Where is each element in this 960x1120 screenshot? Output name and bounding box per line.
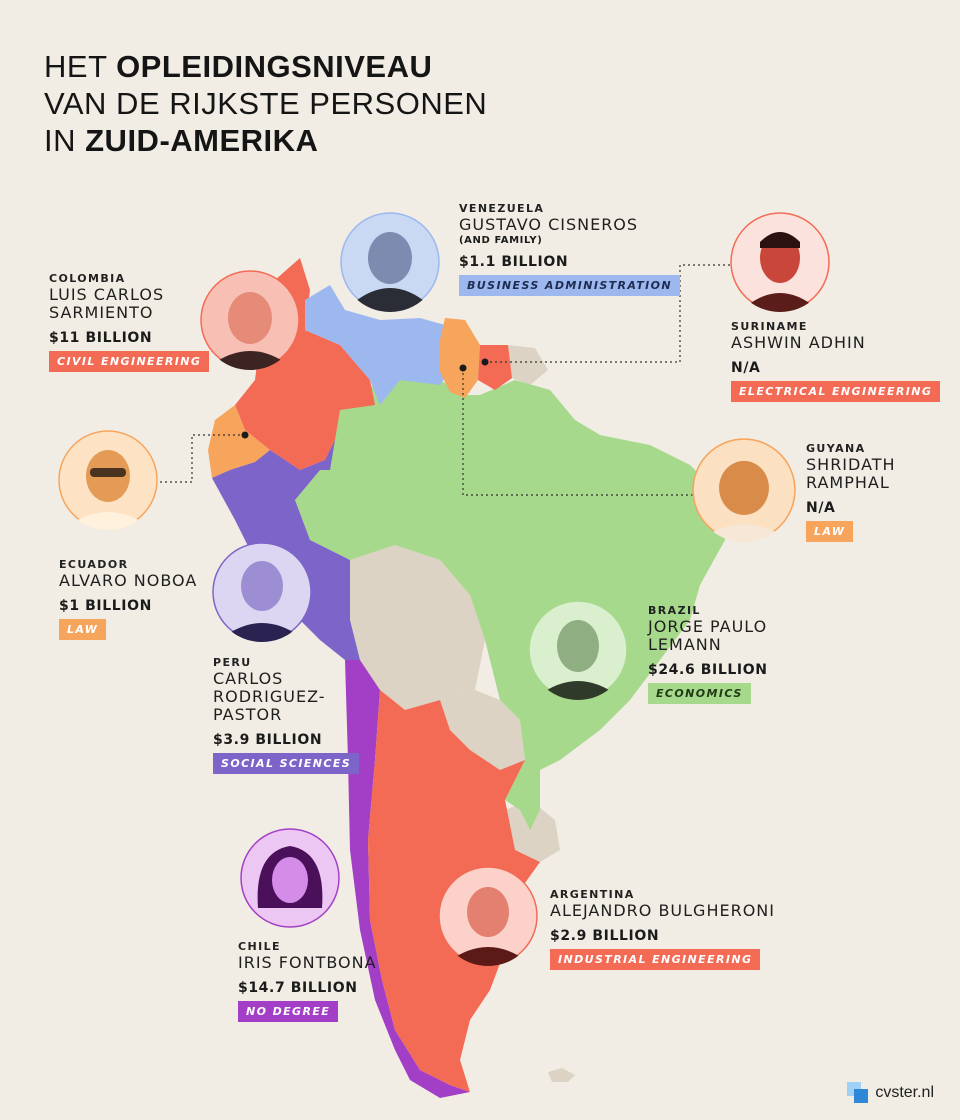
ecuador-leader-line — [160, 434, 245, 483]
country-suriname — [478, 345, 512, 390]
portrait-carlos-rodriguez-pastor — [212, 542, 312, 642]
person-wealth: N/A — [806, 500, 836, 516]
education-tag: ECONOMICS — [648, 683, 751, 704]
card-argentina: ARGENTINA ALEJANDRO BULGHERONI $2.9 BILL… — [550, 888, 775, 970]
brand-logo[interactable]: cvster.nl — [847, 1082, 934, 1104]
country-label: SURINAME — [731, 320, 808, 333]
country-label: GUYANA — [806, 442, 866, 455]
cvster-logo-icon — [847, 1082, 869, 1103]
person-name: IRIS FONTBONA — [238, 953, 377, 972]
education-tag: LAW — [806, 521, 854, 542]
portrait-luis-carlos-sarmiento — [200, 270, 300, 370]
person-name: SHRIDATH RAMPHAL — [806, 455, 896, 492]
country-label: CHILE — [238, 940, 281, 953]
logo-text: cvster.nl — [875, 1084, 934, 1101]
country-paraguay — [440, 690, 525, 770]
portrait-iris-fontbona — [240, 828, 340, 928]
portrait-jorge-paulo-lemann — [528, 600, 628, 700]
card-guyana: GUYANA SHRIDATH RAMPHAL N/A LAW — [806, 442, 896, 542]
education-tag: LAW — [59, 619, 107, 640]
guyana-leader-dot — [459, 364, 467, 372]
suriname-leader-line — [485, 264, 730, 363]
country-bolivia — [350, 545, 485, 710]
page-title: HET OPLEIDINGSNIVEAU VAN DE RIJKSTE PERS… — [44, 49, 488, 158]
card-ecuador: ECUADOR ALVARO NOBOA $1 BILLION LAW — [59, 558, 197, 640]
guyana-leader-line — [462, 368, 695, 496]
person-wealth: $2.9 BILLION — [550, 928, 660, 944]
country-label: ECUADOR — [59, 558, 129, 571]
card-venezuela: VENEZUELA GUSTAVO CISNEROS (AND FAMILY) … — [459, 202, 681, 296]
portrait-shridath-ramphal — [692, 438, 796, 542]
country-chile — [345, 660, 470, 1098]
person-wealth: N/A — [731, 360, 761, 376]
island-falklands — [548, 1068, 575, 1082]
person-name: ALVARO NOBOA — [59, 571, 198, 590]
education-tag: BUSINESS ADMINISTRATION — [459, 275, 681, 296]
country-label: COLOMBIA — [49, 272, 126, 285]
country-label: PERU — [213, 656, 252, 669]
education-tag: NO DEGREE — [238, 1001, 339, 1022]
person-sub: (AND FAMILY) — [459, 235, 543, 246]
portrait-alvaro-noboa — [58, 430, 158, 530]
country-guyana — [440, 318, 480, 398]
card-peru: PERU CARLOS RODRIGUEZ- PASTOR $3.9 BILLI… — [213, 656, 360, 774]
country-label: ARGENTINA — [550, 888, 635, 901]
suriname-leader-dot — [481, 358, 489, 366]
card-suriname: SURINAME ASHWIN ADHIN N/A ELECTRICAL ENG… — [731, 320, 941, 402]
person-wealth: $1.1 BILLION — [459, 254, 569, 270]
person-name: CARLOS RODRIGUEZ- PASTOR — [213, 669, 326, 724]
card-colombia: COLOMBIA LUIS CARLOS SARMIENTO $11 BILLI… — [49, 272, 210, 372]
person-name: JORGE PAULO LEMANN — [648, 617, 768, 654]
card-brazil: BRAZIL JORGE PAULO LEMANN $24.6 BILLION … — [648, 604, 768, 704]
country-label: BRAZIL — [648, 604, 701, 617]
person-name: LUIS CARLOS SARMIENTO — [49, 285, 165, 322]
education-tag: SOCIAL SCIENCES — [213, 753, 360, 774]
education-tag: INDUSTRIAL ENGINEERING — [550, 949, 761, 970]
person-name: GUSTAVO CISNEROS — [459, 215, 639, 234]
person-wealth: $11 BILLION — [49, 330, 153, 346]
education-tag: CIVIL ENGINEERING — [49, 351, 210, 372]
portrait-gustavo-cisneros — [340, 212, 440, 312]
country-uruguay — [505, 800, 560, 862]
person-name: ALEJANDRO BULGHERONI — [550, 901, 775, 920]
card-chile: CHILE IRIS FONTBONA $14.7 BILLION NO DEG… — [238, 940, 377, 1022]
person-wealth: $24.6 BILLION — [648, 662, 768, 678]
country-french-guiana — [508, 345, 548, 385]
ecuador-leader-dot — [241, 431, 249, 439]
person-wealth: $3.9 BILLION — [213, 732, 323, 748]
portrait-ashwin-adhin — [730, 212, 830, 312]
country-brazil — [295, 380, 725, 830]
person-wealth: $14.7 BILLION — [238, 980, 358, 996]
portrait-alejandro-bulgheroni — [438, 866, 538, 966]
country-venezuela — [305, 285, 450, 405]
country-label: VENEZUELA — [459, 202, 545, 215]
education-tag: ELECTRICAL ENGINEERING — [731, 381, 941, 402]
country-ecuador — [208, 405, 270, 478]
person-wealth: $1 BILLION — [59, 598, 152, 614]
person-name: ASHWIN ADHIN — [731, 333, 866, 352]
